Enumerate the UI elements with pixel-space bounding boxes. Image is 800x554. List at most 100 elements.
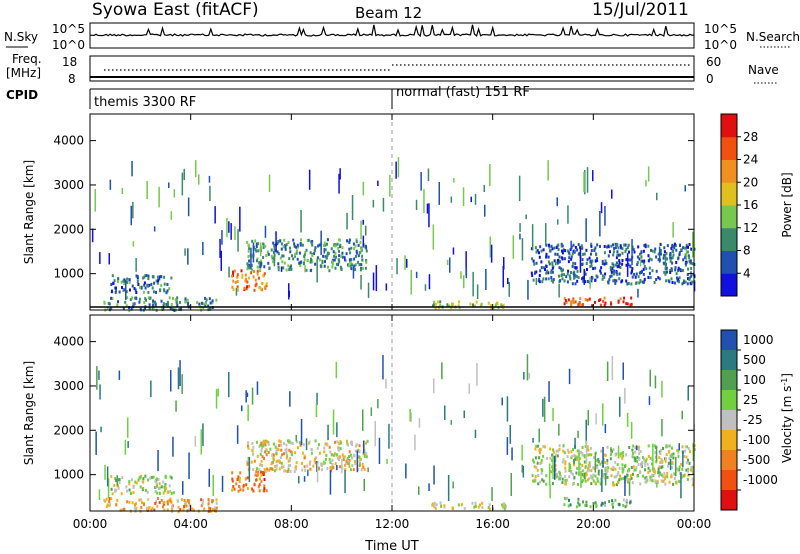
scatter-streak — [375, 265, 378, 292]
scatter-cell — [677, 451, 680, 455]
freq-right-tick-bottom: 0 — [706, 72, 714, 86]
scatter-cell — [318, 443, 321, 447]
scatter-cell — [594, 501, 597, 505]
scatter-cell — [338, 254, 341, 258]
scatter-cell — [297, 446, 299, 450]
scatter-cell — [309, 251, 312, 255]
scatter-cell — [671, 256, 674, 260]
scatter-streak — [648, 396, 651, 405]
scatter-streak — [692, 231, 694, 258]
scatter-cell — [549, 447, 552, 451]
scatter-streak — [273, 245, 276, 267]
scatter-streak — [127, 417, 129, 438]
scatter-streak — [502, 266, 504, 288]
scatter-cell — [458, 300, 460, 304]
scatter-cell — [255, 470, 258, 474]
scatter-cell — [446, 303, 449, 307]
scatter-cell — [247, 460, 250, 464]
scatter-cell — [351, 263, 354, 267]
scatter-cell — [621, 467, 624, 471]
scatter-cell — [589, 505, 592, 509]
scatter-streak — [687, 385, 689, 401]
scatter-cell — [142, 487, 145, 490]
scatter-streak — [503, 257, 505, 270]
scatter-streak — [315, 403, 318, 417]
scatter-cell — [539, 451, 541, 455]
scatter-cell — [566, 272, 569, 276]
scatter-cell — [117, 277, 120, 281]
scatter-cell — [664, 482, 667, 486]
scatter-cell — [568, 466, 571, 469]
scatter-cell — [545, 265, 548, 268]
scatter-cell — [545, 482, 548, 486]
scatter-streak — [228, 221, 230, 233]
scatter-cell — [669, 256, 672, 260]
scatter-cell — [640, 464, 643, 468]
scatter-cell — [252, 468, 255, 472]
scatter-cell — [115, 289, 117, 292]
scatter-cell — [186, 298, 189, 302]
scatter-cell — [686, 273, 689, 277]
scatter-cell — [612, 250, 615, 254]
scatter-cell — [604, 272, 607, 276]
scatter-cell — [577, 483, 579, 487]
scatter-cell — [603, 245, 606, 248]
scatter-cell — [551, 261, 554, 265]
scatter-cell — [667, 464, 669, 468]
scatter-cell — [316, 446, 319, 450]
scatter-cell — [137, 283, 140, 286]
scatter-cell — [475, 300, 478, 304]
scatter-cell — [496, 302, 499, 306]
scatter-streak — [624, 475, 626, 496]
scatter-cell — [625, 279, 628, 283]
scatter-cell — [578, 462, 581, 466]
scatter-cell — [671, 243, 674, 247]
scatter-cell — [142, 276, 145, 280]
scatter-streak — [584, 472, 586, 480]
scatter-cell — [154, 300, 156, 304]
scatter-streak — [236, 425, 239, 444]
scatter-streak — [635, 445, 638, 451]
scatter-cell — [196, 300, 199, 304]
scatter-cell — [613, 483, 616, 487]
scatter-cell — [639, 252, 642, 256]
scatter-streak — [549, 484, 551, 499]
scatter-cell — [628, 467, 630, 471]
scatter-streak — [681, 410, 683, 420]
scatter-cell — [623, 296, 626, 300]
scatter-streak — [208, 175, 211, 183]
scatter-streak — [476, 363, 478, 386]
scatter-cell — [324, 442, 327, 446]
scatter-cell — [261, 464, 263, 467]
scatter-cell — [593, 249, 596, 252]
scatter-cell — [616, 481, 619, 485]
scatter-cell — [633, 468, 636, 472]
scatter-streak — [98, 489, 101, 500]
scatter-cell — [551, 465, 554, 469]
scatter-streak — [377, 180, 379, 186]
scatter-cell — [334, 266, 337, 270]
scatter-cell — [339, 447, 342, 451]
scatter-cell — [140, 505, 143, 509]
scatter-cell — [572, 271, 575, 275]
scatter-cell — [312, 464, 315, 468]
scatter-cell — [582, 303, 584, 307]
scatter-cell — [539, 462, 542, 465]
scatter-cell — [614, 460, 617, 464]
scatter-cell — [666, 257, 668, 261]
scatter-cell — [603, 251, 606, 255]
scatter-cell — [672, 250, 675, 253]
scatter-cell — [188, 499, 191, 503]
scatter-cell — [651, 473, 654, 477]
scatter-cell — [585, 473, 588, 477]
scatter-cell — [535, 466, 538, 470]
scatter-streak — [280, 266, 283, 272]
scatter-cell — [131, 284, 134, 288]
scatter-cell — [282, 266, 285, 270]
scatter-cell — [545, 252, 548, 256]
scatter-cell — [147, 478, 150, 482]
noise-trace — [90, 24, 695, 38]
scatter-cell — [558, 447, 561, 451]
scatter-cell — [166, 283, 169, 286]
